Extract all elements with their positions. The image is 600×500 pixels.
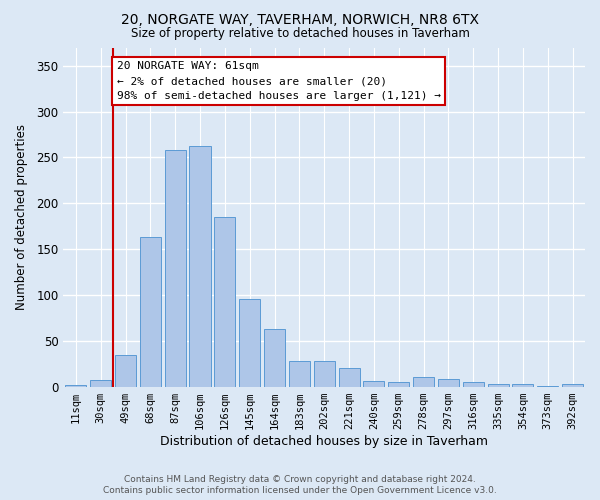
Bar	[239, 298, 260, 386]
Bar	[314, 361, 335, 386]
Text: Size of property relative to detached houses in Taverham: Size of property relative to detached ho…	[131, 28, 469, 40]
Bar	[264, 329, 285, 386]
Bar	[214, 217, 235, 386]
Bar	[90, 380, 111, 386]
X-axis label: Distribution of detached houses by size in Taverham: Distribution of detached houses by size …	[160, 434, 488, 448]
Text: Contains public sector information licensed under the Open Government Licence v3: Contains public sector information licen…	[103, 486, 497, 495]
Bar	[164, 150, 186, 386]
Bar	[438, 380, 459, 386]
Bar	[463, 382, 484, 386]
Bar	[115, 354, 136, 386]
Text: Contains HM Land Registry data © Crown copyright and database right 2024.: Contains HM Land Registry data © Crown c…	[124, 475, 476, 484]
Bar	[512, 384, 533, 386]
Text: 20, NORGATE WAY, TAVERHAM, NORWICH, NR8 6TX: 20, NORGATE WAY, TAVERHAM, NORWICH, NR8 …	[121, 12, 479, 26]
Bar	[140, 237, 161, 386]
Bar	[562, 384, 583, 386]
Bar	[413, 378, 434, 386]
Bar	[338, 368, 359, 386]
Bar	[388, 382, 409, 386]
Bar	[190, 146, 211, 386]
Bar	[289, 361, 310, 386]
Text: 20 NORGATE WAY: 61sqm
← 2% of detached houses are smaller (20)
98% of semi-detac: 20 NORGATE WAY: 61sqm ← 2% of detached h…	[117, 61, 441, 101]
Bar	[488, 384, 509, 386]
Bar	[364, 381, 385, 386]
Bar	[65, 385, 86, 386]
Y-axis label: Number of detached properties: Number of detached properties	[15, 124, 28, 310]
